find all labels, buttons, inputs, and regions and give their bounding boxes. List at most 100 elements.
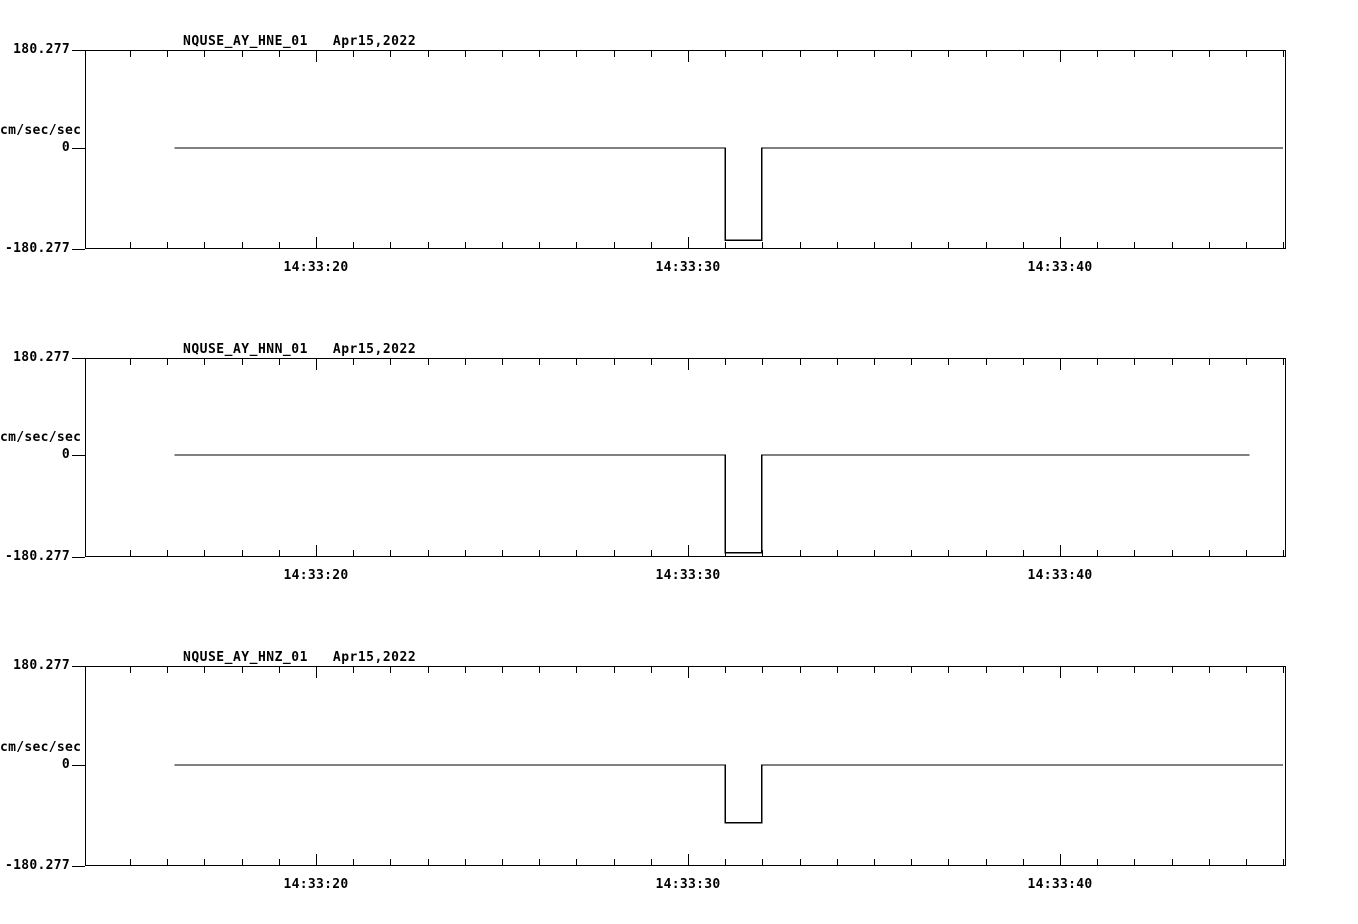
x-axis-minor-tick [130,50,131,57]
x-axis-minor-tick [800,550,801,557]
y-axis-tick [72,866,85,867]
x-axis-minor-tick [1172,358,1173,365]
x-axis-minor-tick [167,242,168,249]
x-axis-minor-tick [874,859,875,866]
x-axis-minor-tick [614,859,615,866]
x-axis-minor-tick [242,859,243,866]
x-axis-minor-tick [1023,358,1024,365]
x-axis-minor-tick [465,50,466,57]
y-axis-tick [72,148,85,149]
x-axis-major-tick [688,545,689,557]
x-axis-minor-tick [1097,358,1098,365]
y-axis-label-min: -180.277 [4,241,70,256]
x-axis-minor-tick [651,666,652,673]
x-axis-minor-tick [725,242,726,249]
x-axis-minor-tick [1023,859,1024,866]
x-axis-minor-tick [242,666,243,673]
x-axis-minor-tick [279,242,280,249]
x-axis-minor-tick [614,242,615,249]
x-axis-minor-tick [911,859,912,866]
x-axis-minor-tick [1023,666,1024,673]
x-axis-minor-tick [204,666,205,673]
x-axis-minor-tick [1172,242,1173,249]
x-axis-minor-tick [167,859,168,866]
x-axis-minor-tick [167,358,168,365]
y-axis-tick [72,358,85,359]
x-axis-minor-tick [948,666,949,673]
plot-frame [85,666,1286,866]
x-axis-minor-tick [948,242,949,249]
x-axis-minor-tick [502,242,503,249]
x-axis-minor-tick [1209,666,1210,673]
x-axis-minor-tick [762,550,763,557]
x-axis-minor-tick [502,358,503,365]
x-axis-minor-tick [1023,50,1024,57]
x-axis-minor-tick [1209,50,1210,57]
x-axis-minor-tick [576,358,577,365]
x-axis-minor-tick [948,50,949,57]
x-axis-major-tick [688,50,689,62]
x-axis-tick-label: 14:33:20 [283,568,349,583]
x-axis-major-tick [316,358,317,370]
x-axis-minor-tick [1134,50,1135,57]
x-axis-minor-tick [948,358,949,365]
x-axis-minor-tick [576,666,577,673]
x-axis-minor-tick [539,666,540,673]
x-axis-minor-tick [242,550,243,557]
x-axis-minor-tick [428,242,429,249]
x-axis-minor-tick [204,50,205,57]
x-axis-minor-tick [1283,859,1284,866]
x-axis-minor-tick [1246,358,1247,365]
x-axis-minor-tick [651,859,652,866]
x-axis-tick-label: 14:33:30 [655,568,721,583]
x-axis-minor-tick [800,358,801,365]
x-axis-minor-tick [874,666,875,673]
x-axis-minor-tick [279,358,280,365]
panel-title: NQUSE_AY_HNE_01 Apr15,2022 [183,34,417,49]
x-axis-minor-tick [762,50,763,57]
x-axis-major-tick [316,50,317,62]
x-axis-minor-tick [911,50,912,57]
x-axis-minor-tick [1134,859,1135,866]
x-axis-minor-tick [762,666,763,673]
x-axis-minor-tick [353,50,354,57]
x-axis-minor-tick [614,50,615,57]
y-axis-units-label: cm/sec/sec [0,740,82,755]
x-axis-minor-tick [651,550,652,557]
x-axis-minor-tick [390,859,391,866]
x-axis-minor-tick [762,242,763,249]
x-axis-minor-tick [204,242,205,249]
x-axis-minor-tick [986,666,987,673]
x-axis-minor-tick [725,358,726,365]
y-axis-label-min: -180.277 [4,549,70,564]
x-axis-minor-tick [539,50,540,57]
y-axis-tick [72,455,85,456]
x-axis-minor-tick [1134,550,1135,557]
x-axis-minor-tick [465,550,466,557]
x-axis-minor-tick [800,666,801,673]
x-axis-minor-tick [800,859,801,866]
x-axis-minor-tick [1097,242,1098,249]
x-axis-major-tick [1060,237,1061,249]
x-axis-tick-label: 14:33:40 [1027,877,1093,892]
panel-title: NQUSE_AY_HNN_01 Apr15,2022 [183,342,417,357]
x-axis-minor-tick [1246,50,1247,57]
x-axis-minor-tick [428,550,429,557]
x-axis-tick-label: 14:33:40 [1027,260,1093,275]
x-axis-minor-tick [130,666,131,673]
x-axis-major-tick [316,237,317,249]
x-axis-minor-tick [465,358,466,365]
x-axis-minor-tick [130,859,131,866]
x-axis-minor-tick [539,242,540,249]
x-axis-minor-tick [353,550,354,557]
x-axis-minor-tick [1023,242,1024,249]
x-axis-minor-tick [911,358,912,365]
x-axis-minor-tick [390,550,391,557]
x-axis-major-tick [1060,545,1061,557]
x-axis-minor-tick [242,358,243,365]
y-axis-units-label: cm/sec/sec [0,123,82,138]
x-axis-major-tick [1060,854,1061,866]
x-axis-minor-tick [576,859,577,866]
x-axis-minor-tick [614,358,615,365]
x-axis-minor-tick [1134,358,1135,365]
